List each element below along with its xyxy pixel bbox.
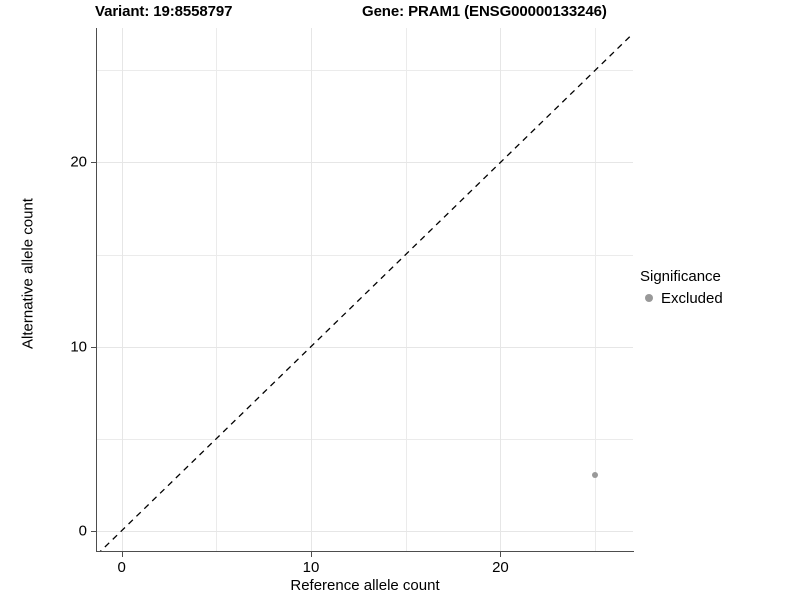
y-axis-line — [96, 28, 98, 552]
y-tick-label: 0 — [78, 522, 87, 540]
legend: Significance Excluded — [640, 268, 723, 308]
y-tick-mark — [91, 346, 96, 348]
x-tick-mark — [311, 552, 313, 557]
gridline-y-major — [97, 531, 633, 532]
gridline-x-major — [311, 28, 312, 551]
x-tick-label: 10 — [302, 559, 320, 576]
legend-key — [640, 289, 658, 307]
gridline-y-minor — [97, 255, 633, 256]
x-tick-mark — [500, 552, 502, 557]
y-tick-mark — [91, 162, 96, 164]
chart-title-row: Variant: 19:8558797 Gene: PRAM1 (ENSG000… — [0, 0, 800, 28]
plot-panel — [97, 28, 633, 551]
legend-dot-icon — [645, 294, 653, 302]
gridline-x-major — [500, 28, 501, 551]
identity-reference-line — [99, 33, 633, 551]
gene-title: Gene: PRAM1 (ENSG00000133246) — [362, 3, 607, 20]
gridline-y-major — [97, 347, 633, 348]
gridline-x-major — [122, 28, 123, 551]
data-point[interactable] — [592, 472, 599, 479]
x-axis-line — [97, 551, 634, 553]
gridline-y-minor — [97, 70, 633, 71]
gridline-x-minor — [216, 28, 217, 551]
y-tick-label: 10 — [70, 338, 87, 356]
gridline-y-major — [97, 162, 633, 163]
x-tick-mark — [121, 552, 123, 557]
variant-title: Variant: 19:8558797 — [95, 3, 233, 20]
legend-title: Significance — [640, 268, 721, 285]
identity-line-segment — [99, 33, 633, 551]
y-tick-label: 20 — [70, 153, 87, 171]
x-tick-label: 20 — [492, 559, 509, 576]
gridline-y-minor — [97, 439, 633, 440]
y-axis-title: Alternative allele count — [19, 198, 37, 349]
x-axis-title: Reference allele count — [290, 577, 440, 594]
gridline-x-minor — [595, 28, 596, 551]
y-tick-mark — [91, 530, 96, 532]
x-tick-label: 0 — [117, 559, 126, 576]
legend-items: Excluded — [640, 288, 723, 308]
gridline-x-minor — [406, 28, 407, 551]
legend-item-label: Excluded — [661, 289, 723, 307]
legend-item[interactable]: Excluded — [640, 288, 723, 308]
